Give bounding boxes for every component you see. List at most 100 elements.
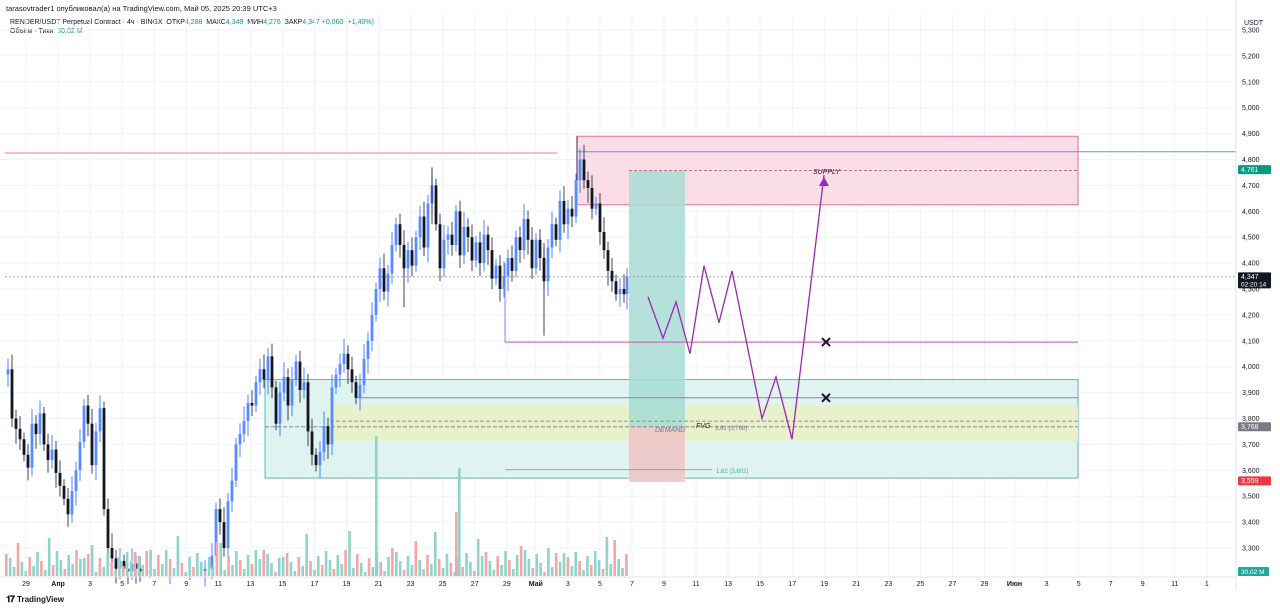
candle-body [382, 268, 386, 292]
candle-body [625, 276, 629, 295]
candle-body [366, 340, 370, 359]
volume-bar [79, 559, 82, 576]
x-tick-label: 29 [503, 581, 511, 588]
y-tick-label: 4,000 [1242, 364, 1260, 371]
volume-bar [441, 568, 445, 576]
volume-bar [519, 546, 523, 576]
volume-bar [500, 565, 503, 576]
candle-body [374, 289, 378, 315]
x-tick-label: 3 [1045, 581, 1049, 588]
volume-bar-spike [375, 436, 378, 576]
candle-body [314, 454, 318, 466]
volume-bar [402, 570, 406, 576]
volume-bar [340, 564, 343, 576]
volume-bar [410, 565, 414, 576]
x-tick-label: 7 [1109, 581, 1113, 588]
price-tag-label: 3,559 [1241, 478, 1259, 485]
x-tick-label: 3 [566, 581, 570, 588]
high-value: 4,349 [225, 19, 244, 26]
volume-label[interactable]: Объём · Тики [10, 28, 54, 35]
volume-bar [352, 568, 355, 576]
volume-bar [422, 569, 425, 576]
candle-body [602, 232, 606, 251]
price-tag[interactable] [1238, 422, 1271, 432]
candle-body [346, 353, 350, 370]
candle-body [114, 558, 118, 569]
candle-body [46, 444, 50, 460]
candle-body [486, 234, 490, 251]
candle-body [538, 239, 542, 258]
candle-body [62, 485, 66, 499]
candle-body [514, 237, 518, 271]
volume-bar [157, 555, 160, 576]
volume-bar [383, 571, 386, 576]
volume-bar [371, 567, 375, 576]
volume-bar [215, 542, 219, 576]
volume-bar [398, 561, 402, 576]
price-tag[interactable] [1238, 476, 1271, 486]
volume-bar [426, 555, 429, 576]
volume-tag[interactable] [1238, 567, 1269, 576]
volume-bar [590, 565, 593, 576]
published-line: tarasovtrader1 опубликовал(а) на Trading… [6, 4, 277, 13]
position-profit-zone[interactable] [629, 170, 685, 427]
position-stop-zone[interactable] [629, 426, 685, 482]
volume-bar [180, 563, 184, 576]
volume-bar [434, 532, 437, 576]
candle-body [442, 239, 446, 269]
x-tick-label: 13 [246, 581, 254, 588]
fvg-zone[interactable] [330, 405, 1078, 442]
y-tick-label: 4,700 [1242, 183, 1260, 190]
projection-path[interactable] [647, 174, 825, 440]
x-tick-label: 19 [343, 581, 351, 588]
candle-body [203, 568, 207, 572]
x-tick-label: 5 [120, 581, 124, 588]
volume-bar [12, 567, 16, 576]
candle-body [510, 257, 514, 271]
volume-bar [570, 566, 574, 576]
x-tick-label: 23 [884, 581, 892, 588]
volume-bar [118, 557, 121, 576]
symbol-info: RENDER/USDT Perpetual Contract · 4ч · BI… [10, 19, 374, 26]
brand[interactable]: 𝟏𝟕 TradingView [6, 594, 64, 605]
candle-body [298, 361, 302, 391]
volume-bar [203, 571, 207, 576]
fib-label-3768: 3,61 (3,768) [715, 426, 747, 432]
volume-bar [106, 553, 109, 576]
volume-bar [562, 553, 566, 576]
volume-bar [59, 560, 63, 576]
candle-body [618, 289, 622, 295]
volume-bar [164, 550, 168, 576]
candle-body [438, 224, 442, 269]
candle-body [66, 498, 70, 515]
candle-body [406, 250, 410, 269]
candle-body [326, 426, 330, 445]
candle-body [606, 250, 610, 271]
volume-bar [47, 538, 51, 576]
symbol-name[interactable]: RENDER/USDT Perpetual Contract · 4ч · BI… [10, 19, 163, 26]
x-tick-label: 13 [724, 581, 732, 588]
volume-bar [582, 570, 585, 576]
volume-info: Объём · Тики 30,02 M [10, 28, 83, 35]
volume-bar [613, 540, 616, 576]
candle-body [98, 408, 102, 432]
price-tag[interactable] [1238, 165, 1271, 175]
candle-body [342, 353, 346, 365]
candle-body [226, 501, 230, 548]
price-tag-label: 3,768 [1241, 424, 1259, 431]
candle-body [306, 382, 310, 432]
candle-body [482, 234, 486, 264]
candle-body [122, 560, 126, 569]
x-tick-label: 5 [1077, 581, 1081, 588]
volume-bar [102, 567, 106, 576]
volume-bar [278, 558, 281, 576]
price-tag[interactable] [1238, 272, 1271, 289]
volume-bar [566, 557, 570, 576]
candle-body [302, 382, 306, 391]
volume-bar [149, 550, 152, 576]
y-tick-label: 5,000 [1242, 105, 1260, 112]
candle-body [358, 384, 362, 398]
volume-bar [320, 565, 324, 576]
x-tick-label: 11 [215, 581, 222, 588]
